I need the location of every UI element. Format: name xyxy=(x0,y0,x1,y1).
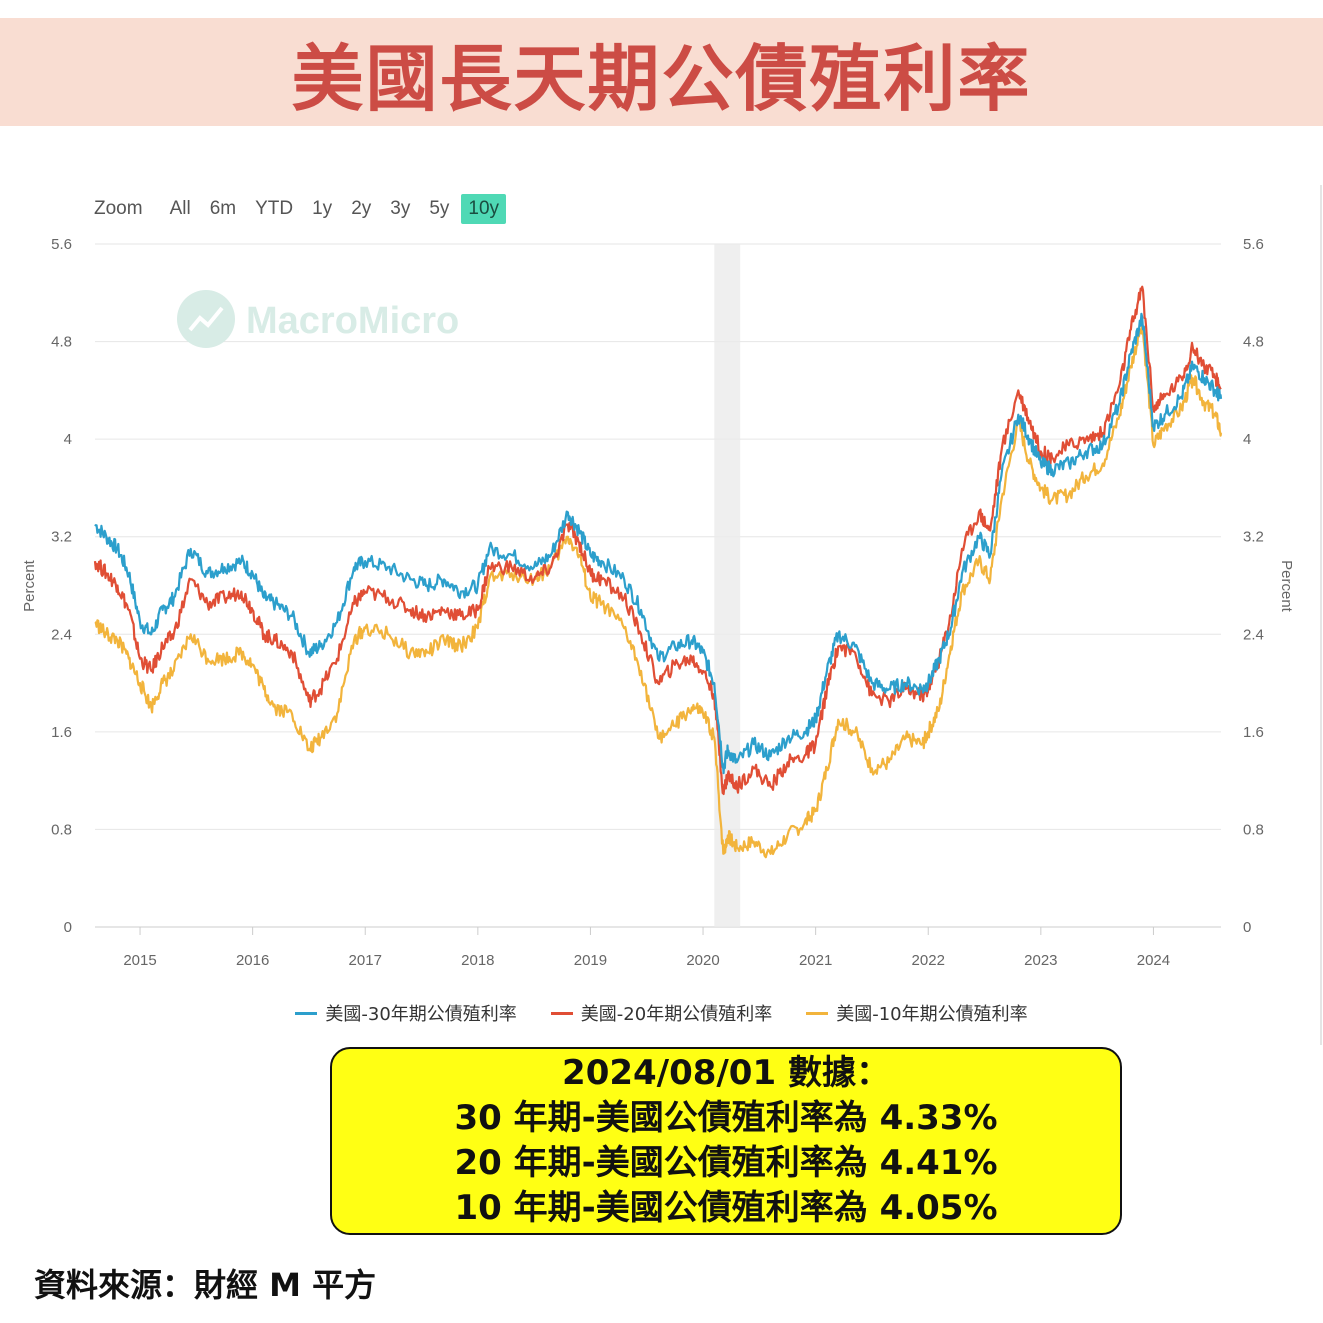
summary-10y-line: 10 年期-美國公債殖利率為 4.05% xyxy=(454,1188,998,1228)
x-tick-label: 2017 xyxy=(349,952,382,969)
y-tick-label-left: 5.6 xyxy=(51,236,72,253)
y-tick-label-right: 3.2 xyxy=(1243,529,1264,546)
y-tick-label-left: 1.6 xyxy=(51,724,72,741)
summary-20y-line: 20 年期-美國公債殖利率為 4.41% xyxy=(454,1143,998,1183)
source-note: 資料來源：財經 M 平方 xyxy=(34,1266,377,1304)
x-tick-label: 2019 xyxy=(574,952,607,969)
page-title: 美國長天期公債殖利率 xyxy=(291,36,1032,121)
x-tick-label: 2018 xyxy=(461,952,494,969)
y-tick-label-left: 0 xyxy=(64,919,72,936)
x-tick-label: 2015 xyxy=(123,952,156,969)
range-button-2y[interactable]: 2y xyxy=(351,198,372,219)
x-tick-label: 2021 xyxy=(799,952,832,969)
watermark-logo-mark xyxy=(188,306,224,332)
summary-box: 2024/08/01 數據： 30 年期-美國公債殖利率為 4.33% 20 年… xyxy=(330,1047,1122,1235)
legend: 美國-30年期公債殖利率 美國-20年期公債殖利率 美國-10年期公債殖利率 xyxy=(0,1000,1323,1026)
axes: 0 0 0.8 0.8 1.6 1.6 2.4 2.4 3.2 3.2 4 4 4.8 4.8 5.6 5.6… xyxy=(51,236,1264,969)
y-tick-label-left: 3.2 xyxy=(51,529,72,546)
range-selector: Zoom All 6m YTD 1y 2y 3y 5y 10y xyxy=(94,194,511,224)
range-button-1y[interactable]: 1y xyxy=(312,198,333,219)
legend-swatch-30y xyxy=(295,1011,318,1015)
y-tick-label-right: 0 xyxy=(1243,919,1251,936)
y-tick-label-left: 2.4 xyxy=(51,626,72,643)
y-tick-label-right: 2.4 xyxy=(1243,626,1264,643)
zoom-label: Zoom xyxy=(94,198,143,219)
legend-label-30y: 美國-30年期公債殖利率 xyxy=(325,1004,517,1025)
y-tick-label-left: 0.8 xyxy=(51,821,72,838)
chart-right-border xyxy=(1320,185,1322,1045)
range-button-all[interactable]: All xyxy=(169,198,191,219)
y-tick-label-right: 4 xyxy=(1243,431,1251,448)
y-tick-label-right: 4.8 xyxy=(1243,334,1264,351)
x-tick-label: 2022 xyxy=(912,952,945,969)
y-tick-label-left: 4 xyxy=(64,431,72,448)
yield-chart: MacroMicro 0 0 0.8 0.8 1.6 1.6 2.4 2.4 3.2 3.2 4 4 4… xyxy=(21,236,1295,969)
series-line-s30 xyxy=(94,312,1223,775)
legend-swatch-20y xyxy=(550,1011,573,1015)
range-button-6m[interactable]: 6m xyxy=(209,198,237,219)
summary-30y-line: 30 年期-美國公債殖利率為 4.33% xyxy=(454,1098,998,1138)
watermark: MacroMicro xyxy=(177,290,459,348)
legend-item-20y[interactable]: 美國-20年期公債殖利率 xyxy=(550,1000,773,1026)
series-line-s10 xyxy=(94,322,1223,859)
y-tick-label-right: 5.6 xyxy=(1243,236,1264,253)
y-tick-label-right: 1.6 xyxy=(1243,724,1264,741)
x-tick-label: 2023 xyxy=(1024,952,1057,969)
legend-item-10y[interactable]: 美國-10年期公債殖利率 xyxy=(806,1000,1028,1026)
x-tick-label: 2024 xyxy=(1137,952,1170,969)
legend-label-20y: 美國-20年期公債殖利率 xyxy=(580,1004,773,1025)
summary-date-line: 2024/08/01 數據： xyxy=(562,1053,890,1093)
x-tick-label: 2020 xyxy=(686,952,719,969)
legend-label-10y: 美國-10年期公債殖利率 xyxy=(836,1004,1028,1025)
range-button-10y[interactable]: 10y xyxy=(461,194,507,224)
x-tick-label: 2016 xyxy=(236,952,269,969)
legend-item-30y[interactable]: 美國-30年期公債殖利率 xyxy=(295,1000,517,1026)
range-button-ytd[interactable]: YTD xyxy=(255,198,294,219)
y-axis-label-left: Percent xyxy=(21,559,38,612)
range-button-3y[interactable]: 3y xyxy=(390,198,411,219)
y-tick-label-left: 4.8 xyxy=(51,334,72,351)
recession-shade xyxy=(714,244,741,927)
title-band: 美國長天期公債殖利率 xyxy=(0,18,1323,126)
legend-swatch-10y xyxy=(806,1011,829,1015)
grid-lines xyxy=(95,243,1221,928)
range-button-5y[interactable]: 5y xyxy=(429,198,450,219)
watermark-logo-icon xyxy=(177,290,235,348)
y-tick-label-right: 0.8 xyxy=(1243,821,1264,838)
watermark-text: MacroMicro xyxy=(246,300,459,342)
series-line-s20 xyxy=(93,285,1222,796)
series-lines xyxy=(93,285,1223,859)
y-axis-label-right: Percent xyxy=(1278,560,1295,613)
